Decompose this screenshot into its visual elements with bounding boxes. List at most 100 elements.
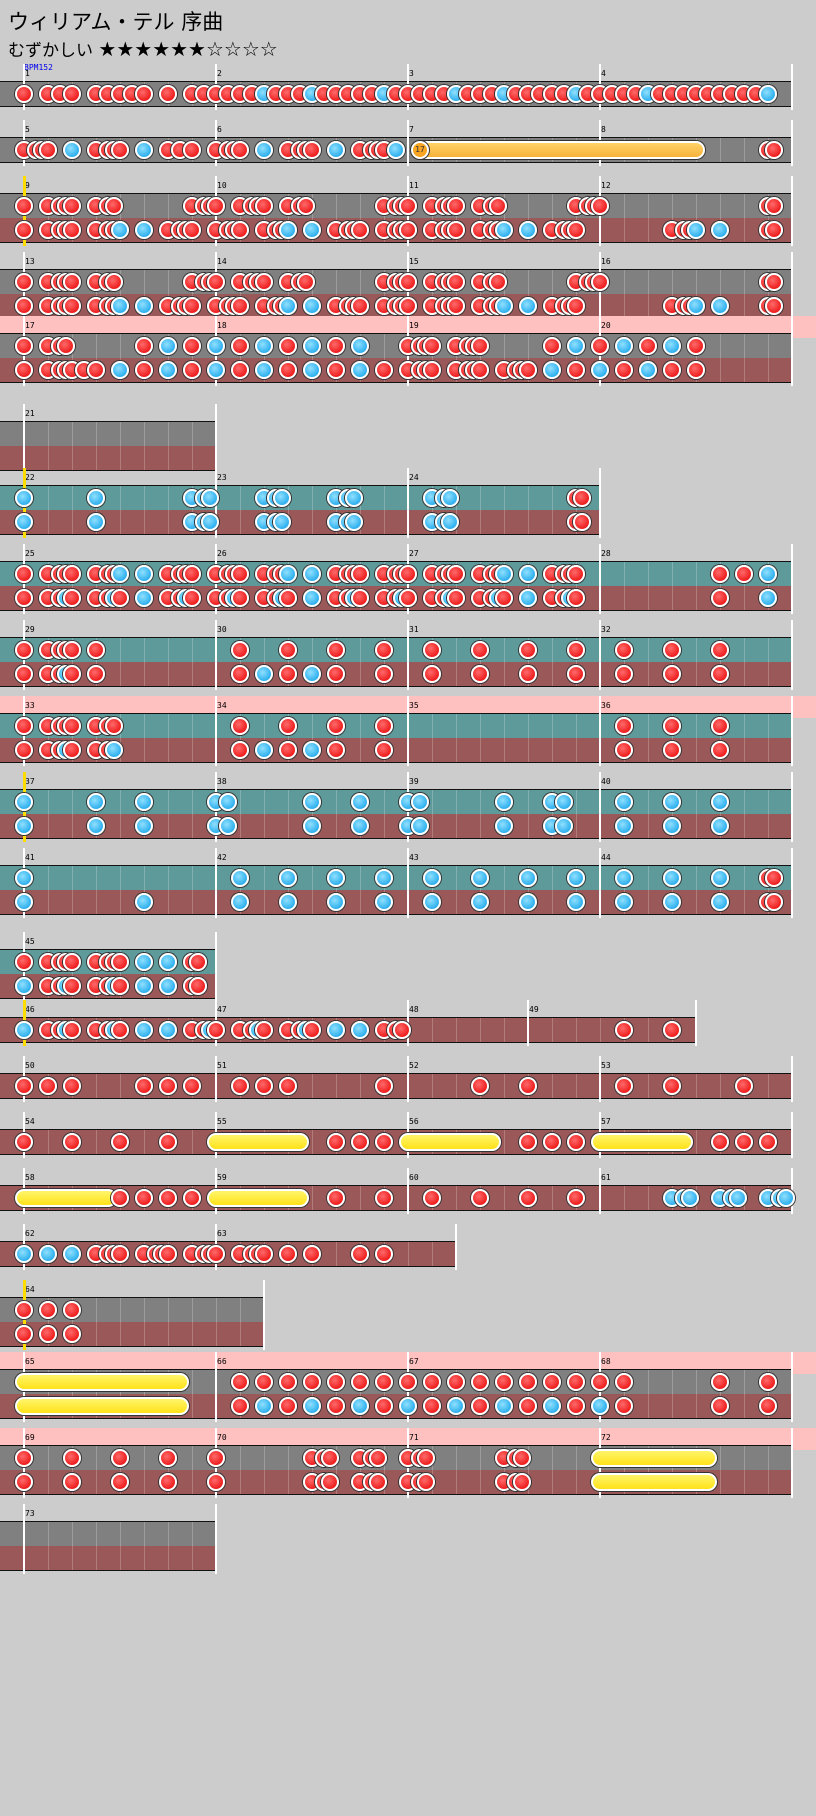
don-note xyxy=(423,1397,441,1415)
don-note xyxy=(351,1245,369,1263)
beat-line xyxy=(360,1370,361,1418)
don-note xyxy=(297,197,315,215)
don-note xyxy=(735,565,753,583)
measure-number: 43 xyxy=(409,853,419,862)
measure-line-end xyxy=(215,1504,217,1574)
beat-line xyxy=(696,270,697,318)
don-note xyxy=(15,589,33,607)
beat-line xyxy=(480,1446,481,1494)
don-note xyxy=(207,1245,225,1263)
don-note xyxy=(447,297,465,315)
beat-line xyxy=(432,1242,433,1266)
beat-line xyxy=(144,866,145,914)
beat-line xyxy=(528,790,529,838)
beat-line xyxy=(192,714,193,762)
don-note xyxy=(417,1449,435,1467)
beat-line xyxy=(192,1522,193,1570)
beat-line xyxy=(336,638,337,686)
measure-number: 48 xyxy=(409,1005,419,1014)
beat-line xyxy=(552,1446,553,1494)
ka-note xyxy=(615,869,633,887)
don-note xyxy=(207,1449,225,1467)
beat-line xyxy=(312,1130,313,1154)
beat-line xyxy=(288,1370,289,1418)
beat-line xyxy=(360,790,361,838)
beat-line xyxy=(696,866,697,914)
beat-line xyxy=(504,562,505,610)
beat-line xyxy=(312,790,313,838)
ka-note xyxy=(543,361,561,379)
beat-line xyxy=(48,950,49,998)
don-note xyxy=(279,665,297,683)
beat-line xyxy=(504,1074,505,1098)
ka-note xyxy=(495,565,513,583)
measure-line-end xyxy=(791,772,793,842)
measure-number: 68 xyxy=(601,1357,611,1366)
chart-row: 65 66 67 68 xyxy=(0,1352,816,1440)
don-note xyxy=(321,1473,339,1491)
beat-line xyxy=(120,790,121,838)
beat-line xyxy=(240,334,241,382)
beat-line xyxy=(624,1370,625,1418)
don-note xyxy=(39,1077,57,1095)
ka-note xyxy=(255,1397,273,1415)
ka-note xyxy=(135,893,153,911)
beat-line xyxy=(120,270,121,318)
don-note xyxy=(87,361,105,379)
beat-line xyxy=(528,486,529,534)
beat-line xyxy=(48,486,49,534)
measure-number: 61 xyxy=(601,1173,611,1182)
beat-line xyxy=(672,334,673,382)
don-note xyxy=(615,1021,633,1039)
beat-line xyxy=(144,1446,145,1494)
lane-left xyxy=(0,866,793,890)
beat-line xyxy=(48,866,49,914)
beat-line xyxy=(432,638,433,686)
row-top-line xyxy=(0,1017,697,1018)
don-note xyxy=(567,565,585,583)
ka-note xyxy=(15,1021,33,1039)
measure-number: 56 xyxy=(409,1117,419,1126)
don-note xyxy=(495,1373,513,1391)
ka-note xyxy=(279,565,297,583)
measure-number: 62 xyxy=(25,1229,35,1238)
ka-note xyxy=(159,977,177,995)
beat-line xyxy=(264,486,265,534)
measure-number: 58 xyxy=(25,1173,35,1182)
don-note xyxy=(615,741,633,759)
beat-line xyxy=(96,714,97,762)
beat-line xyxy=(360,1186,361,1210)
measure-number: 52 xyxy=(409,1061,419,1070)
beat-line xyxy=(576,790,577,838)
row-bottom-line xyxy=(0,1570,217,1571)
beat-line xyxy=(624,1186,625,1210)
don-note xyxy=(639,337,657,355)
beat-line xyxy=(384,562,385,610)
don-note xyxy=(15,641,33,659)
row-top-line xyxy=(0,1185,793,1186)
row-top-line xyxy=(0,269,793,270)
beat-line xyxy=(144,638,145,686)
measure-line-end xyxy=(695,1000,697,1046)
beat-line xyxy=(768,866,769,914)
beat-line xyxy=(672,714,673,762)
don-note xyxy=(399,221,417,239)
beat-line xyxy=(384,790,385,838)
row-top-line xyxy=(0,789,793,790)
beat-line xyxy=(72,194,73,242)
beat-line xyxy=(48,334,49,382)
beat-line xyxy=(288,1446,289,1494)
beat-line xyxy=(120,194,121,242)
beat-line xyxy=(528,714,529,762)
beat-line xyxy=(96,1074,97,1098)
don-note xyxy=(111,1133,129,1151)
don-note xyxy=(711,665,729,683)
beat-line xyxy=(552,1018,553,1042)
don-note xyxy=(423,641,441,659)
don-note xyxy=(375,1373,393,1391)
ka-note xyxy=(219,793,237,811)
measure-line xyxy=(23,1504,25,1574)
measure-line xyxy=(599,1056,601,1102)
don-note xyxy=(279,361,297,379)
beat-line xyxy=(504,1370,505,1418)
